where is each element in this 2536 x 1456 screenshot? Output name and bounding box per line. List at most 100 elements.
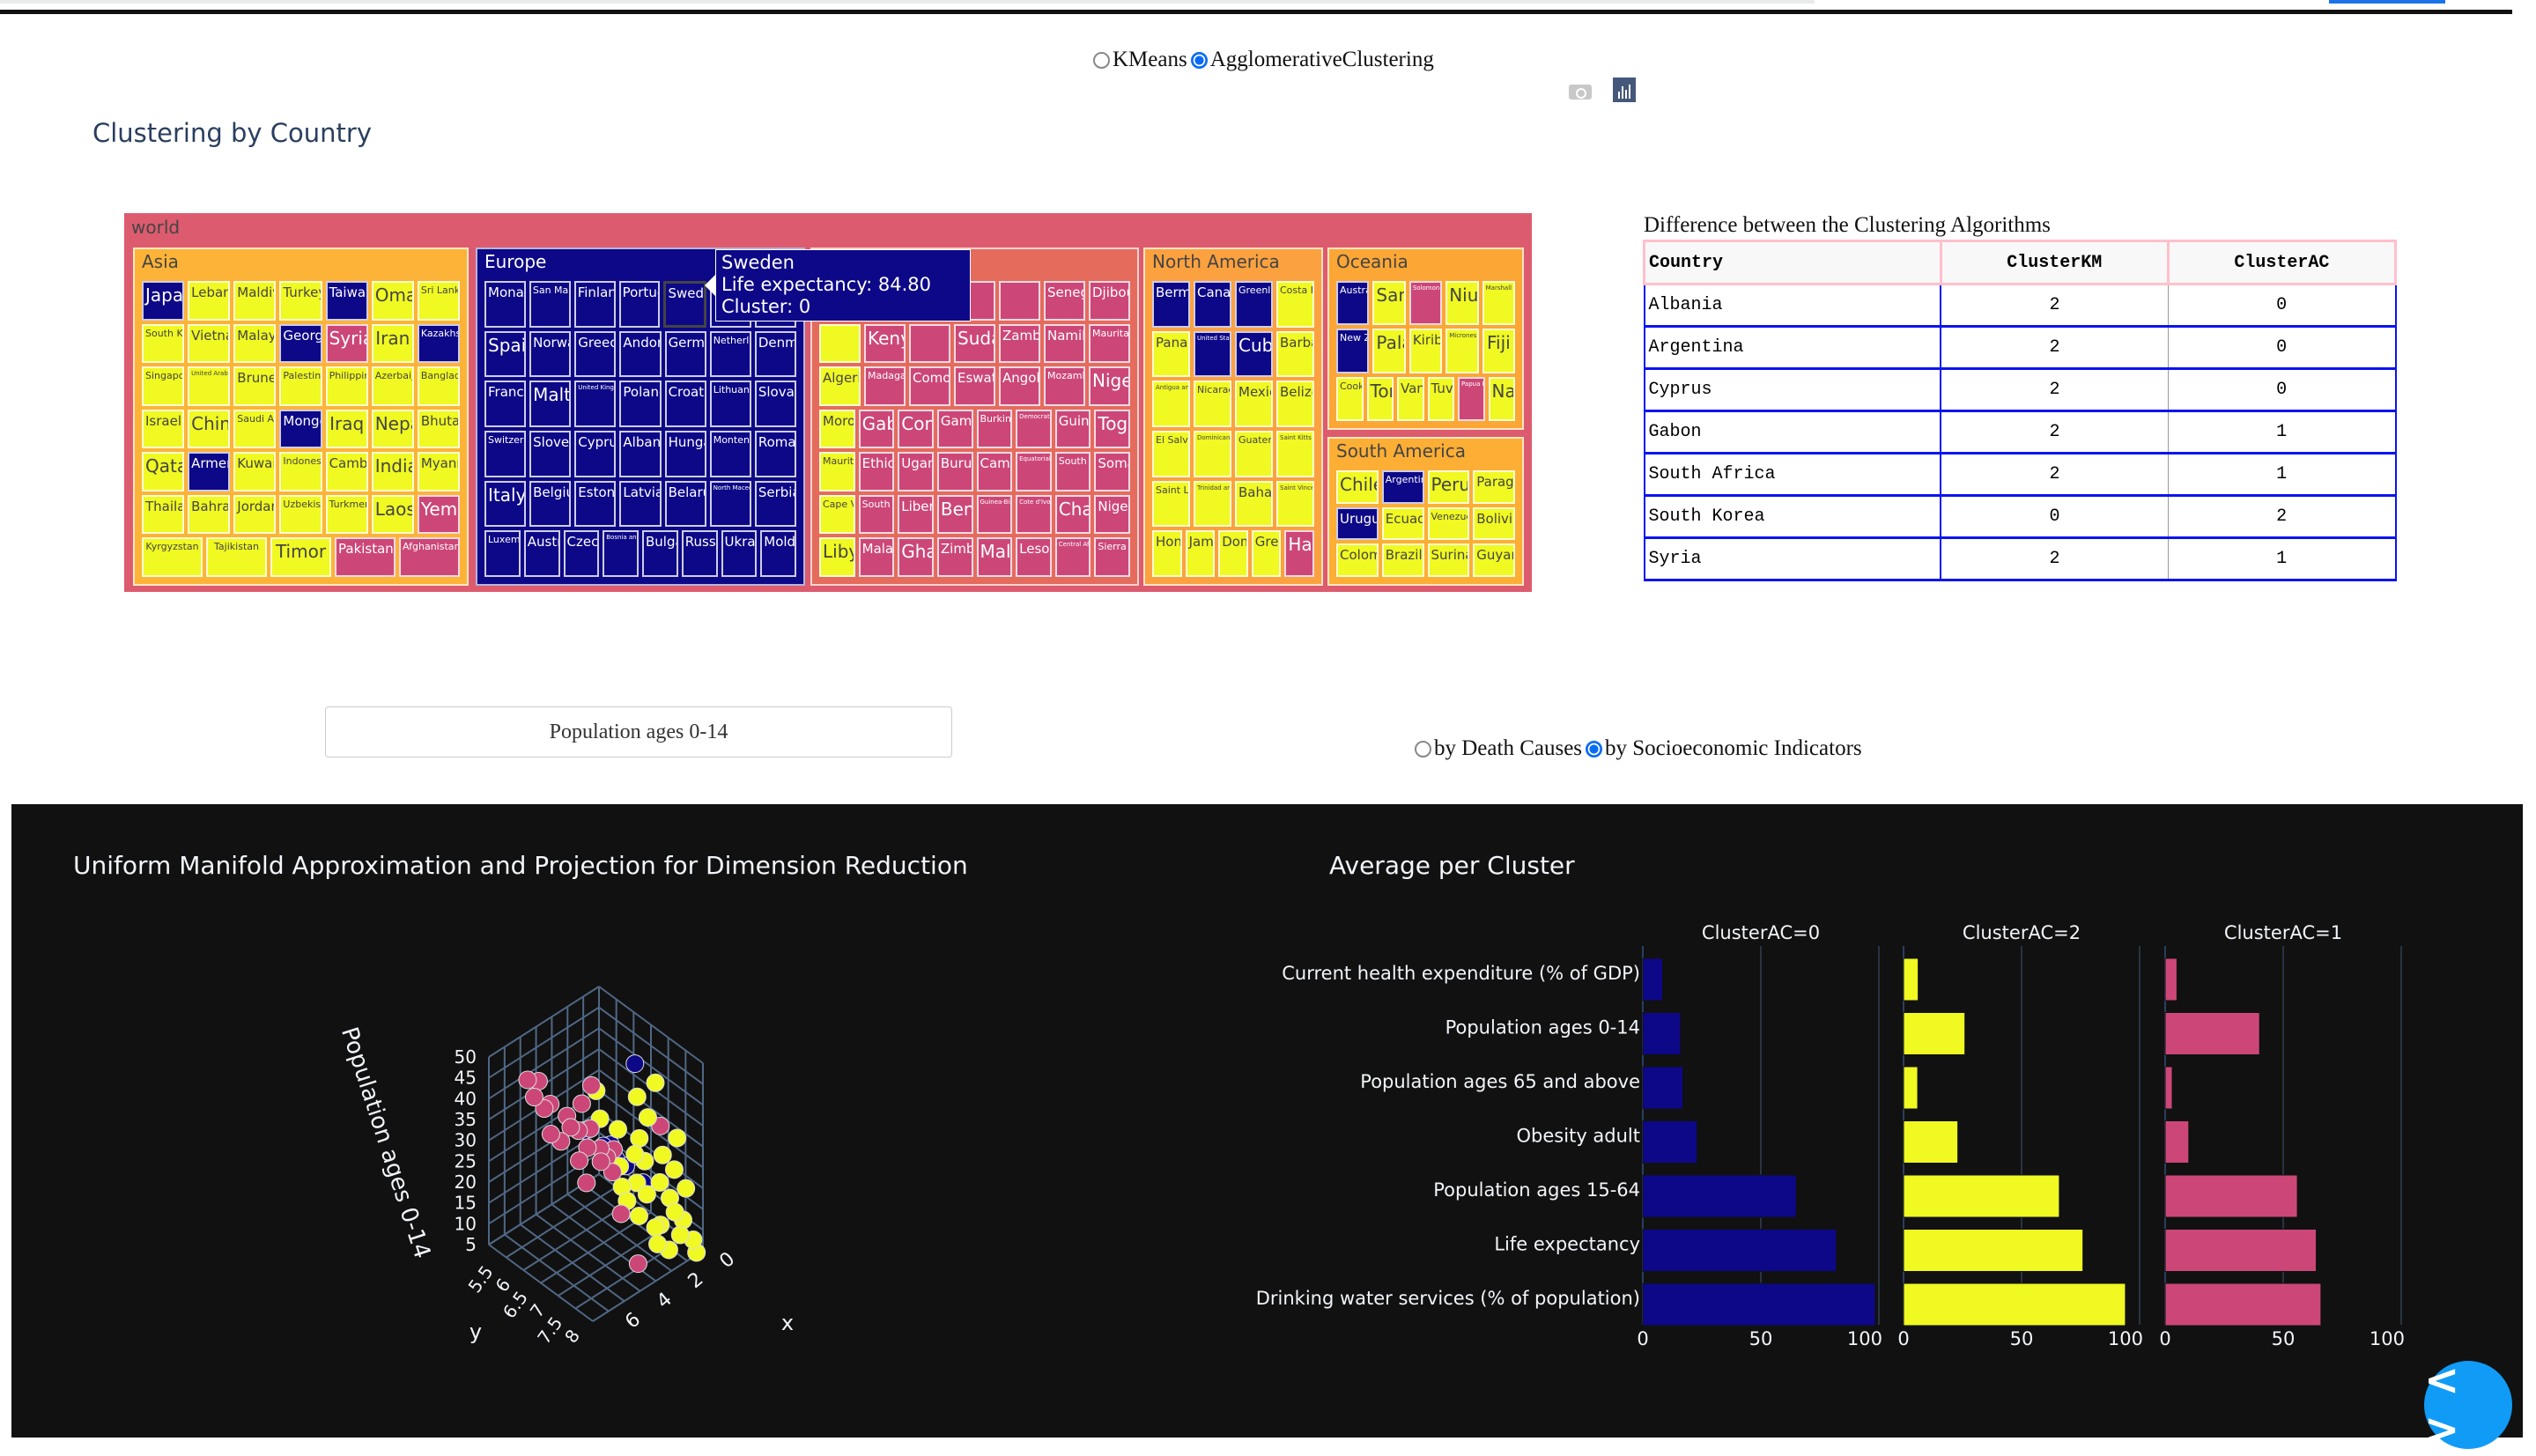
- treemap-country-tile[interactable]: Israel: [142, 409, 185, 449]
- treemap-country-tile[interactable]: Peru: [1427, 470, 1470, 504]
- scatter-point-cluster-2[interactable]: [646, 1218, 665, 1238]
- treemap-country-tile[interactable]: Argentina: [1381, 470, 1424, 504]
- treemap-country-tile[interactable]: Algeria: [819, 366, 861, 406]
- treemap-country-tile[interactable]: Sweden: [663, 281, 707, 328]
- treemap-country-tile[interactable]: Mongolia: [279, 409, 322, 449]
- treemap-country-tile[interactable]: Gambia: [936, 409, 973, 449]
- radio-socioeconomic-label[interactable]: by Socioeconomic Indicators: [1605, 736, 1862, 760]
- camera-icon[interactable]: [1569, 80, 1592, 100]
- treemap-country-tile[interactable]: Russia: [681, 530, 718, 578]
- scatter-point-cluster-2[interactable]: [638, 1108, 657, 1127]
- treemap-country-tile[interactable]: Zimbabwe: [936, 537, 973, 578]
- treemap-country-tile[interactable]: Maldives: [233, 281, 277, 321]
- treemap-country-tile[interactable]: Lebanon: [188, 281, 231, 321]
- treemap-country-tile[interactable]: Iran: [371, 323, 414, 364]
- column-header-country[interactable]: Country: [1643, 240, 1942, 285]
- treemap-country-tile[interactable]: Jordan: [233, 494, 277, 535]
- treemap-country-tile[interactable]: Finland: [573, 281, 616, 328]
- treemap-country-tile[interactable]: Malta: [529, 381, 572, 428]
- treemap-country-tile[interactable]: Nicaragua: [1194, 381, 1231, 428]
- treemap-country-tile[interactable]: Togo: [1094, 409, 1130, 449]
- treemap-country-tile[interactable]: Thailand: [142, 494, 185, 535]
- treemap-country-tile[interactable]: Ukraine: [721, 530, 758, 578]
- treemap-country-tile[interactable]: [999, 281, 1040, 321]
- treemap-root-label[interactable]: world: [131, 217, 181, 238]
- treemap-country-tile[interactable]: Mexico: [1235, 381, 1273, 428]
- treemap-country-tile[interactable]: Albania: [619, 431, 662, 477]
- treemap-country-tile[interactable]: New Zealand: [1336, 329, 1370, 373]
- treemap-country-tile[interactable]: Saint Vincent and the Grenadines: [1276, 480, 1314, 528]
- treemap-country-tile[interactable]: Moldova: [760, 530, 796, 578]
- treemap-country-tile[interactable]: Solomon Islands: [1408, 281, 1443, 326]
- treemap-country-tile[interactable]: Greenland: [1235, 281, 1273, 328]
- scatter-point-cluster-2[interactable]: [653, 1145, 672, 1164]
- treemap-country-tile[interactable]: Germany: [664, 330, 706, 378]
- treemap-country-tile[interactable]: Comoros: [909, 366, 950, 406]
- treemap-country-tile[interactable]: Czechia: [563, 530, 600, 578]
- treemap-country-tile[interactable]: Montenegro: [709, 431, 751, 477]
- treemap-country-tile[interactable]: Myanmar: [417, 452, 460, 491]
- top-button-edge[interactable]: [2329, 0, 2445, 4]
- treemap-country-tile[interactable]: Liberia: [898, 494, 934, 535]
- treemap-country-tile[interactable]: Chad: [1054, 494, 1091, 535]
- treemap-country-tile[interactable]: Namibia: [1044, 323, 1085, 364]
- treemap-country-tile[interactable]: [909, 323, 950, 364]
- scatter-point-cluster-1[interactable]: [561, 1118, 580, 1137]
- umap-3d-scatter[interactable]: 51015202530354045505.566.577.580246Popul…: [0, 0, 881, 1456]
- treemap-country-tile[interactable]: India: [371, 452, 414, 491]
- treemap-continent-asia[interactable]: Asia JapanLebanonMaldivesTurkeyTaiwanOman…: [133, 248, 469, 586]
- treemap-country-tile[interactable]: Ecuador: [1381, 506, 1424, 541]
- treemap-country-tile[interactable]: Micronesia (country): [1445, 329, 1479, 373]
- treemap-country-tile[interactable]: Morocco: [819, 409, 855, 449]
- treemap-country-tile[interactable]: Sierra Leone: [1094, 537, 1130, 578]
- treemap-country-tile[interactable]: China: [188, 409, 231, 449]
- treemap-country-tile[interactable]: Azerbaijan: [371, 366, 414, 406]
- treemap-country-tile[interactable]: Turkey: [279, 281, 322, 321]
- radio-socioeconomic[interactable]: [1586, 740, 1603, 758]
- scatter-point-cluster-2[interactable]: [637, 1185, 656, 1204]
- treemap-country-tile[interactable]: Kuwait: [233, 452, 277, 491]
- scatter-point-cluster-1[interactable]: [591, 1152, 610, 1171]
- treemap-country-tile[interactable]: Hungary: [664, 431, 706, 477]
- treemap-country-tile[interactable]: Slovenia: [529, 431, 572, 477]
- treemap-country-tile[interactable]: Marshall Islands: [1482, 281, 1516, 326]
- treemap-country-tile[interactable]: Palau: [1372, 329, 1406, 373]
- treemap-country-tile[interactable]: Tonga: [1366, 376, 1394, 421]
- treemap-country-tile[interactable]: Bulgaria: [642, 530, 678, 578]
- treemap-country-tile[interactable]: Uganda: [898, 452, 934, 491]
- treemap-country-tile[interactable]: Dominica: [1218, 530, 1248, 578]
- treemap-country-tile[interactable]: Belgium: [529, 480, 572, 528]
- treemap-country-tile[interactable]: Trinidad and Tobago: [1194, 480, 1231, 528]
- treemap-country-tile[interactable]: Poland: [619, 381, 662, 428]
- treemap-country-tile[interactable]: Colombia: [1336, 543, 1379, 578]
- treemap-country-tile[interactable]: Andorra: [619, 330, 662, 378]
- treemap-country-tile[interactable]: Monaco: [484, 281, 526, 328]
- scatter-point-cluster-2[interactable]: [665, 1202, 684, 1222]
- treemap-country-tile[interactable]: Djibouti: [1089, 281, 1130, 321]
- treemap-country-tile[interactable]: Congo: [898, 409, 934, 449]
- scatter-point-cluster-0[interactable]: [625, 1054, 645, 1074]
- treemap-country-tile[interactable]: Burundi: [936, 452, 973, 491]
- radio-death-causes[interactable]: [1415, 740, 1431, 758]
- treemap-country-tile[interactable]: Cambodia: [325, 452, 368, 491]
- treemap-country-tile[interactable]: Spain: [484, 330, 527, 378]
- treemap-country-tile[interactable]: France: [484, 381, 527, 428]
- scatter-point-cluster-2[interactable]: [609, 1120, 627, 1139]
- treemap-country-tile[interactable]: Bhutan: [417, 409, 460, 449]
- treemap-country-tile[interactable]: Mauritania: [1089, 323, 1130, 364]
- scatter-point-cluster-2[interactable]: [648, 1234, 668, 1253]
- treemap-country-tile[interactable]: North Macedonia: [709, 480, 751, 528]
- treemap-country-tile[interactable]: Mauritius: [819, 452, 855, 491]
- radio-agglomerative[interactable]: [1190, 51, 1208, 69]
- scatter-point-cluster-1[interactable]: [611, 1204, 631, 1223]
- scatter-point-cluster-2[interactable]: [664, 1160, 684, 1179]
- treemap-country-tile[interactable]: Greece: [574, 330, 617, 378]
- treemap-country-tile[interactable]: Italy: [484, 480, 527, 528]
- treemap-country-tile[interactable]: South Sudan: [1054, 452, 1091, 491]
- scatter-point-cluster-1[interactable]: [524, 1088, 543, 1107]
- scatter-point-cluster-2[interactable]: [629, 1206, 648, 1225]
- treemap-country-tile[interactable]: Cameroon: [976, 452, 1013, 491]
- treemap-country-tile[interactable]: Bosnia and Herzegovina: [603, 530, 639, 578]
- treemap-country-tile[interactable]: Guinea: [1054, 409, 1091, 449]
- treemap-country-tile[interactable]: Dominican Republic: [1194, 431, 1231, 477]
